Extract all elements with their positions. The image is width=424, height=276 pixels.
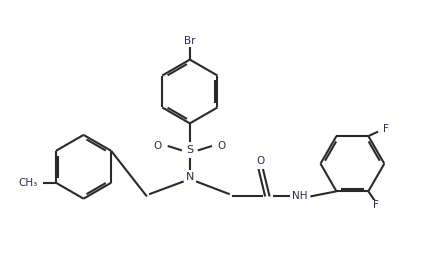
Text: O: O [257,156,265,166]
Text: NH: NH [292,192,307,201]
Text: S: S [186,145,193,155]
Text: CH₃: CH₃ [18,178,37,188]
Text: O: O [218,141,226,151]
Text: N: N [186,172,194,182]
Text: Br: Br [184,36,195,46]
Text: F: F [383,124,389,134]
Text: F: F [374,200,379,211]
Text: O: O [154,141,162,151]
